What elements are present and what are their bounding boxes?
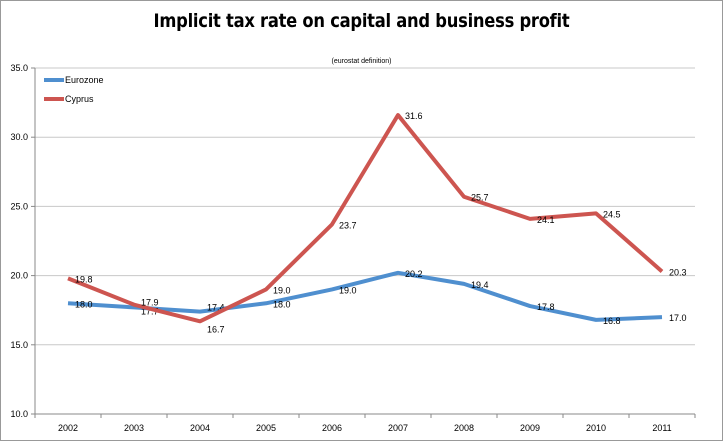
chart-title: Implicit tax rate on capital and busines…	[153, 10, 570, 32]
data-label: 24.5	[603, 209, 621, 219]
y-tick-label: 25.0	[10, 201, 28, 211]
y-tick-label: 20.0	[10, 271, 28, 281]
data-label: 20.2	[405, 269, 423, 279]
data-label: 25.7	[471, 193, 489, 203]
data-label: 17.7	[141, 306, 159, 316]
data-label: 19.4	[471, 280, 489, 290]
data-label: 20.3	[669, 267, 687, 277]
data-label: 19.0	[273, 285, 291, 295]
series-line-cyprus	[67, 113, 664, 324]
data-label: 23.7	[339, 220, 357, 230]
data-label: 17.0	[669, 313, 687, 323]
x-tick-label: 2004	[190, 423, 210, 433]
x-tick-label: 2011	[652, 423, 671, 433]
data-label: 24.1	[537, 215, 555, 225]
data-label: 31.6	[405, 111, 423, 121]
y-tick-label: 35.0	[10, 63, 28, 73]
data-label: 19.8	[75, 274, 93, 284]
series-line-eurozone	[67, 270, 663, 322]
y-tick-label: 10.0	[10, 409, 28, 419]
legend-label: Eurozone	[65, 75, 104, 85]
y-tick-label: 30.0	[10, 132, 28, 142]
y-tick-label: 15.0	[10, 340, 28, 350]
x-tick-label: 2010	[586, 423, 606, 433]
data-label: 16.7	[207, 324, 225, 334]
x-tick-label: 2005	[256, 423, 276, 433]
data-label: 17.4	[207, 303, 225, 313]
data-label: 16.8	[603, 316, 621, 326]
legend-label: Cyprus	[65, 94, 94, 104]
x-tick-label: 2006	[322, 423, 342, 433]
x-tick-label: 2008	[454, 423, 474, 433]
x-tick-label: 2009	[520, 423, 540, 433]
data-label: 18.0	[273, 299, 291, 309]
x-tick-label: 2002	[58, 423, 78, 433]
data-label: 19.0	[339, 285, 357, 295]
data-label: 17.9	[141, 298, 159, 308]
data-label: 17.8	[537, 302, 555, 312]
chart-subtitle: (eurostat definition)	[331, 58, 392, 65]
x-tick-label: 2003	[124, 423, 144, 433]
data-label: 18.0	[75, 299, 93, 309]
x-tick-label: 2007	[388, 423, 408, 433]
